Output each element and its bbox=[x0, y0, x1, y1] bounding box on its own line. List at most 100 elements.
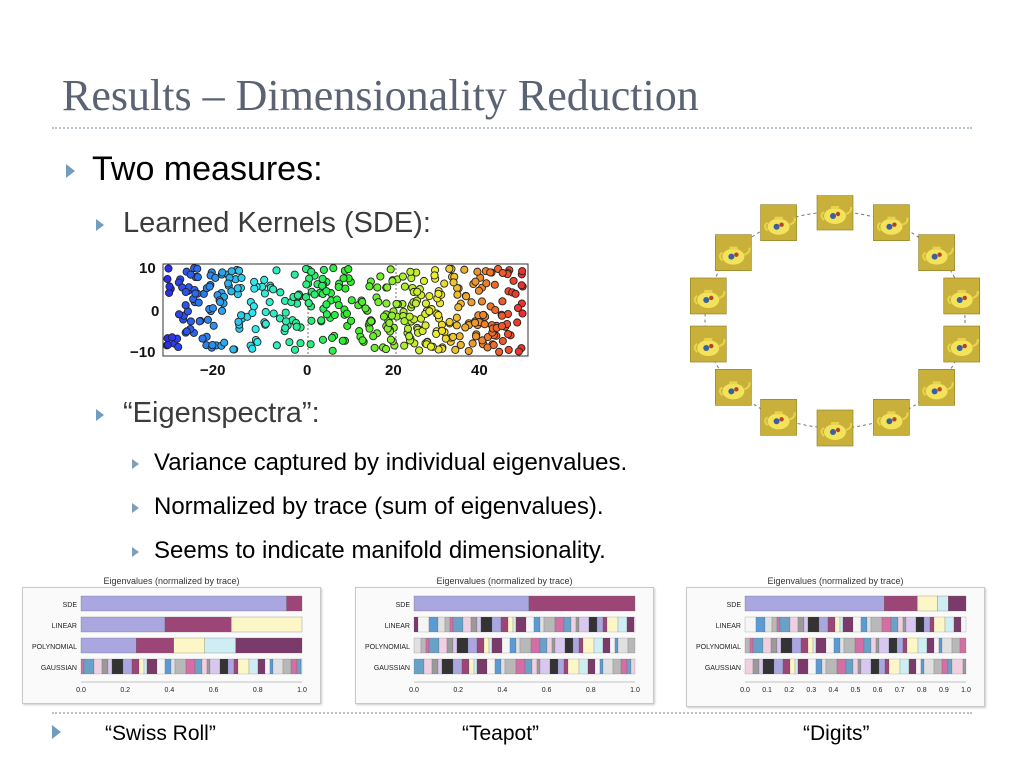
eigen-tick-label: 0.4 bbox=[829, 687, 839, 694]
eigen-row-label: GAUSSIAN bbox=[41, 665, 77, 672]
scatter-point bbox=[387, 311, 396, 320]
scatter-point bbox=[392, 299, 401, 308]
y-tick-label: −10 bbox=[130, 344, 156, 361]
eigen-tick-label: 0.2 bbox=[453, 687, 463, 694]
scatter-point bbox=[452, 321, 461, 330]
scatter-point bbox=[181, 288, 190, 297]
eigenvalue-segment bbox=[146, 658, 158, 675]
eigen-tick-label: 0.8 bbox=[917, 687, 927, 694]
eigenvalue-segment bbox=[758, 658, 764, 675]
eigenvalue-segment bbox=[504, 658, 517, 675]
eigenvalue-segment bbox=[948, 595, 967, 612]
teapot-image-icon bbox=[715, 234, 752, 271]
eigenvalue-segment bbox=[80, 616, 166, 633]
eigen-row-label: GAUSSIAN bbox=[705, 665, 741, 672]
scatter-point bbox=[344, 265, 353, 274]
eigen-row-label: SDE bbox=[396, 602, 411, 609]
eigenvalue-segment bbox=[860, 616, 868, 633]
eigen-tick-label: 0.4 bbox=[165, 687, 175, 694]
scatter-point bbox=[347, 296, 356, 305]
eigenvalue-segment bbox=[951, 658, 964, 675]
swiss-roll-scatter-plot: 10 0 −10 −20 0 20 40 bbox=[128, 256, 538, 386]
eigenvalue-segment bbox=[272, 658, 284, 675]
eigenvalue-segment bbox=[564, 637, 574, 654]
eigenvalue-segment bbox=[209, 658, 221, 675]
eigenvalue-segment bbox=[803, 616, 809, 633]
eigenvalue-segment bbox=[878, 658, 886, 675]
eigenvalue-segment bbox=[807, 616, 820, 633]
eigenvalue-segment bbox=[554, 637, 566, 654]
scatter-point bbox=[461, 323, 470, 332]
scatter-point bbox=[400, 282, 409, 291]
eigenvalue-segment bbox=[483, 637, 490, 654]
scatter-point bbox=[503, 330, 513, 339]
eigenvalue-segment bbox=[173, 637, 205, 654]
scatter-point bbox=[382, 299, 391, 308]
eigenspectrum-chart-swiss-roll: Eigenvalues (normalized by trace) SDE LINE… bbox=[22, 576, 321, 704]
eigenvalue-segment bbox=[290, 658, 298, 675]
eigenvalue-segment bbox=[201, 658, 208, 675]
eigenvalue-segment bbox=[425, 637, 430, 654]
eigenvalue-segment bbox=[143, 658, 148, 675]
scatter-point bbox=[449, 278, 458, 287]
scatter-point bbox=[235, 266, 244, 275]
eigenvalue-segment bbox=[926, 637, 935, 654]
eigenvalue-segment bbox=[897, 616, 904, 633]
scatter-point bbox=[518, 267, 527, 276]
scatter-point bbox=[211, 273, 220, 282]
scatter-point bbox=[477, 297, 487, 306]
eigenvalue-segment bbox=[906, 637, 919, 654]
scatter-point bbox=[181, 301, 190, 310]
eigenvalue-segment bbox=[107, 658, 113, 675]
eigen-chart-title: Eigenvalues (normalized by trace) bbox=[103, 576, 240, 586]
eigenvalue-segment bbox=[237, 658, 250, 675]
eigenvalue-segment bbox=[815, 637, 827, 654]
eigenvalue-segment bbox=[468, 658, 475, 675]
eigenvalue-segment bbox=[156, 658, 166, 675]
scatter-point bbox=[462, 292, 471, 301]
scatter-point bbox=[456, 340, 465, 349]
scatter-point bbox=[415, 346, 424, 355]
eigenvalue-segment bbox=[782, 658, 791, 675]
scatter-point bbox=[421, 321, 430, 330]
scatter-point bbox=[381, 345, 391, 354]
eigen-tick-label: 0.1 bbox=[762, 687, 772, 694]
scatter-point bbox=[405, 312, 414, 321]
eigenvalue-segment bbox=[626, 658, 632, 675]
eigenvalue-segment bbox=[599, 658, 604, 675]
eigenvalue-segment bbox=[888, 658, 901, 675]
eigenvalue-segment bbox=[596, 616, 604, 633]
scatter-point bbox=[191, 289, 200, 298]
scatter-point bbox=[388, 277, 397, 286]
scatter-point bbox=[454, 303, 463, 312]
teapot-image-icon bbox=[918, 234, 955, 271]
scatter-point bbox=[398, 272, 407, 281]
eigenvalue-segment bbox=[620, 658, 628, 675]
eigen-tick-label: 0.0 bbox=[409, 687, 419, 694]
eigenvalue-segment bbox=[539, 616, 545, 633]
eigen-tick-label: 0.9 bbox=[939, 687, 949, 694]
bullet-two-measures: Two measures: bbox=[92, 150, 323, 188]
scatter-point bbox=[471, 332, 481, 341]
eigenvalue-segment bbox=[959, 637, 967, 654]
scatter-point bbox=[497, 311, 506, 320]
eigenvalue-segment bbox=[762, 637, 772, 654]
eigenvalue-segment bbox=[509, 637, 517, 654]
scatter-point bbox=[373, 283, 382, 292]
scatter-point bbox=[517, 281, 526, 290]
eigenvalue-segment bbox=[437, 616, 446, 633]
scatter-point bbox=[347, 316, 356, 325]
scatter-point bbox=[163, 275, 172, 284]
eigen-chart-svg: SDE LINEAR POLYNOMIAL GAUSSIAN 0.0 0.2 0.4 0.6 0… bbox=[32, 595, 307, 694]
y-tick-label: 10 bbox=[139, 260, 156, 277]
scatter-point bbox=[489, 341, 498, 350]
eigenvalue-segment bbox=[617, 637, 629, 654]
eigenvalue-segment bbox=[606, 616, 619, 633]
eigenvalue-segment bbox=[80, 658, 85, 675]
eigenvalue-segment bbox=[902, 616, 907, 633]
teapot-ring-figure bbox=[689, 195, 981, 447]
page-title: Results – Dimensionality Reduction bbox=[62, 71, 699, 120]
eigenvalue-segment bbox=[164, 616, 232, 633]
scatter-point bbox=[329, 264, 338, 273]
scatter-point bbox=[194, 298, 203, 307]
